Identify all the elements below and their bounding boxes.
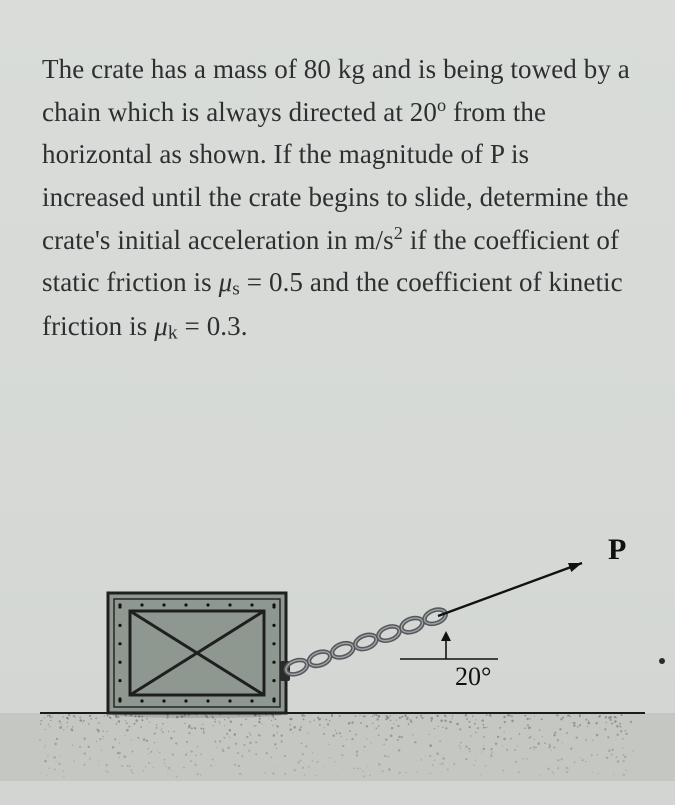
scroll-hint-dot	[659, 658, 665, 664]
problem-text: The crate has a mass of 80 kg and is bei…	[42, 48, 633, 350]
label-p: P	[608, 533, 626, 566]
label-angle: 20°	[455, 662, 491, 691]
angle-indicator	[441, 631, 451, 659]
figure: P 20°	[0, 521, 675, 781]
chain	[280, 607, 448, 681]
force-arrow-p	[438, 563, 582, 616]
crate	[108, 593, 286, 718]
